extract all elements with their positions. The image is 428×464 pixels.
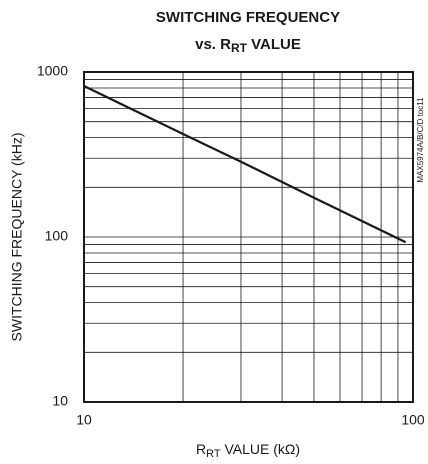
y-tick-label: 10 [52, 393, 68, 409]
subtitle-part: VALUE [247, 36, 301, 53]
x-tick-label: 10 [76, 412, 92, 428]
xlabel-part: VALUE (kΩ) [221, 441, 300, 457]
annotation: MAX5974A/B/C/D toc11 [416, 97, 425, 183]
y-tick-label: 100 [45, 228, 69, 244]
chart-title: SWITCHING FREQUENCY [156, 9, 340, 26]
y-axis-label: SWITCHING FREQUENCY (kHz) [9, 133, 25, 342]
plot-frame [83, 71, 414, 403]
xlabel-sub: RT [206, 448, 221, 460]
x-tick-label: 100 [401, 412, 425, 428]
x-axis-label: RRT VALUE (kΩ) [196, 441, 300, 460]
data-line [83, 85, 407, 244]
subtitle-part: vs. R [195, 36, 231, 53]
xlabel-part: R [196, 441, 206, 457]
subtitle-sub: RT [231, 41, 248, 55]
chart-subtitle: vs. RRT VALUE [195, 36, 301, 55]
y-tick-label: 1000 [37, 63, 68, 79]
